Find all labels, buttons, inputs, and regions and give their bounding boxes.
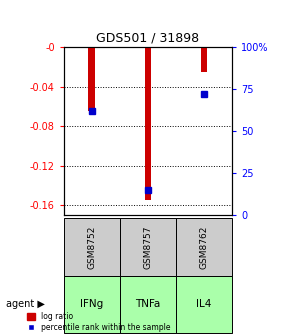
Text: agent ▶: agent ▶ — [6, 299, 45, 309]
Text: IFNg: IFNg — [80, 299, 104, 309]
Bar — [201, 47, 207, 72]
Text: IL4: IL4 — [196, 299, 212, 309]
Bar — [88, 47, 95, 111]
Bar — [144, 47, 151, 200]
Text: GSM8762: GSM8762 — [200, 225, 209, 269]
Text: GSM8757: GSM8757 — [143, 225, 153, 269]
Text: TNFa: TNFa — [135, 299, 161, 309]
Legend: log ratio, percentile rank within the sample: log ratio, percentile rank within the sa… — [27, 312, 170, 332]
Title: GDS501 / 31898: GDS501 / 31898 — [96, 32, 200, 44]
Text: GSM8752: GSM8752 — [87, 225, 96, 269]
